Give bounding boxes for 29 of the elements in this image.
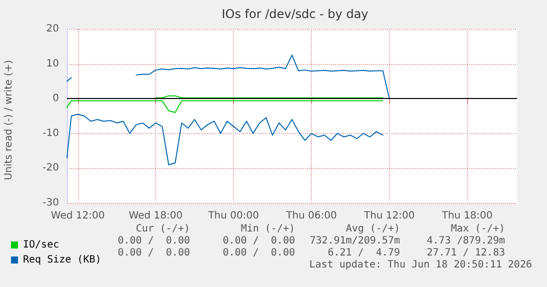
text: Cur (-/+)	[136, 224, 190, 234]
text: 0.00 / 0.00	[118, 248, 190, 258]
text: 0.00 / 0.00	[118, 236, 190, 246]
text: Min (-/+)	[240, 224, 295, 234]
y-axis-title: Units read (-) / write (+)	[4, 60, 14, 180]
x-tick-label: Wed 12:00	[50, 210, 105, 222]
text: Max (-/+)	[450, 224, 505, 234]
chart-title: IOs for /dev/sdc - by day	[222, 7, 368, 21]
y-tick-label: -10	[42, 128, 59, 139]
text: 4.73 /879.29m	[426, 236, 505, 246]
legend-label: IO/sec	[23, 240, 60, 250]
y-tick-label: -20	[42, 162, 59, 174]
y-tick-label: -30	[42, 198, 59, 208]
text: 732.91m/209.57m	[310, 236, 400, 246]
x-tick-label: Thu 00:00	[207, 210, 259, 222]
legend-label: Req Size (KB)	[23, 254, 102, 266]
text: 27.71 / 12.83	[426, 248, 505, 258]
text: 0.00 / 0.00	[222, 236, 295, 246]
x-tick-label: Thu 18:00	[440, 210, 493, 222]
y-tick-label: 0	[52, 93, 59, 104]
text: 0.00 / 0.00	[222, 248, 295, 258]
text: 6.21 / 4.79	[328, 248, 400, 258]
text: Last update: Thu Jun 18 20:50:11 2026	[309, 260, 532, 270]
x-tick-label: Thu 12:00	[362, 210, 415, 222]
x-tick-label: Wed 18:00	[128, 210, 183, 222]
y-tick-label: 20	[46, 24, 59, 34]
y-tick-label: 10	[46, 58, 59, 70]
text: Avg (-/+)	[346, 224, 400, 234]
x-tick-label: Thu 06:00	[285, 210, 337, 222]
